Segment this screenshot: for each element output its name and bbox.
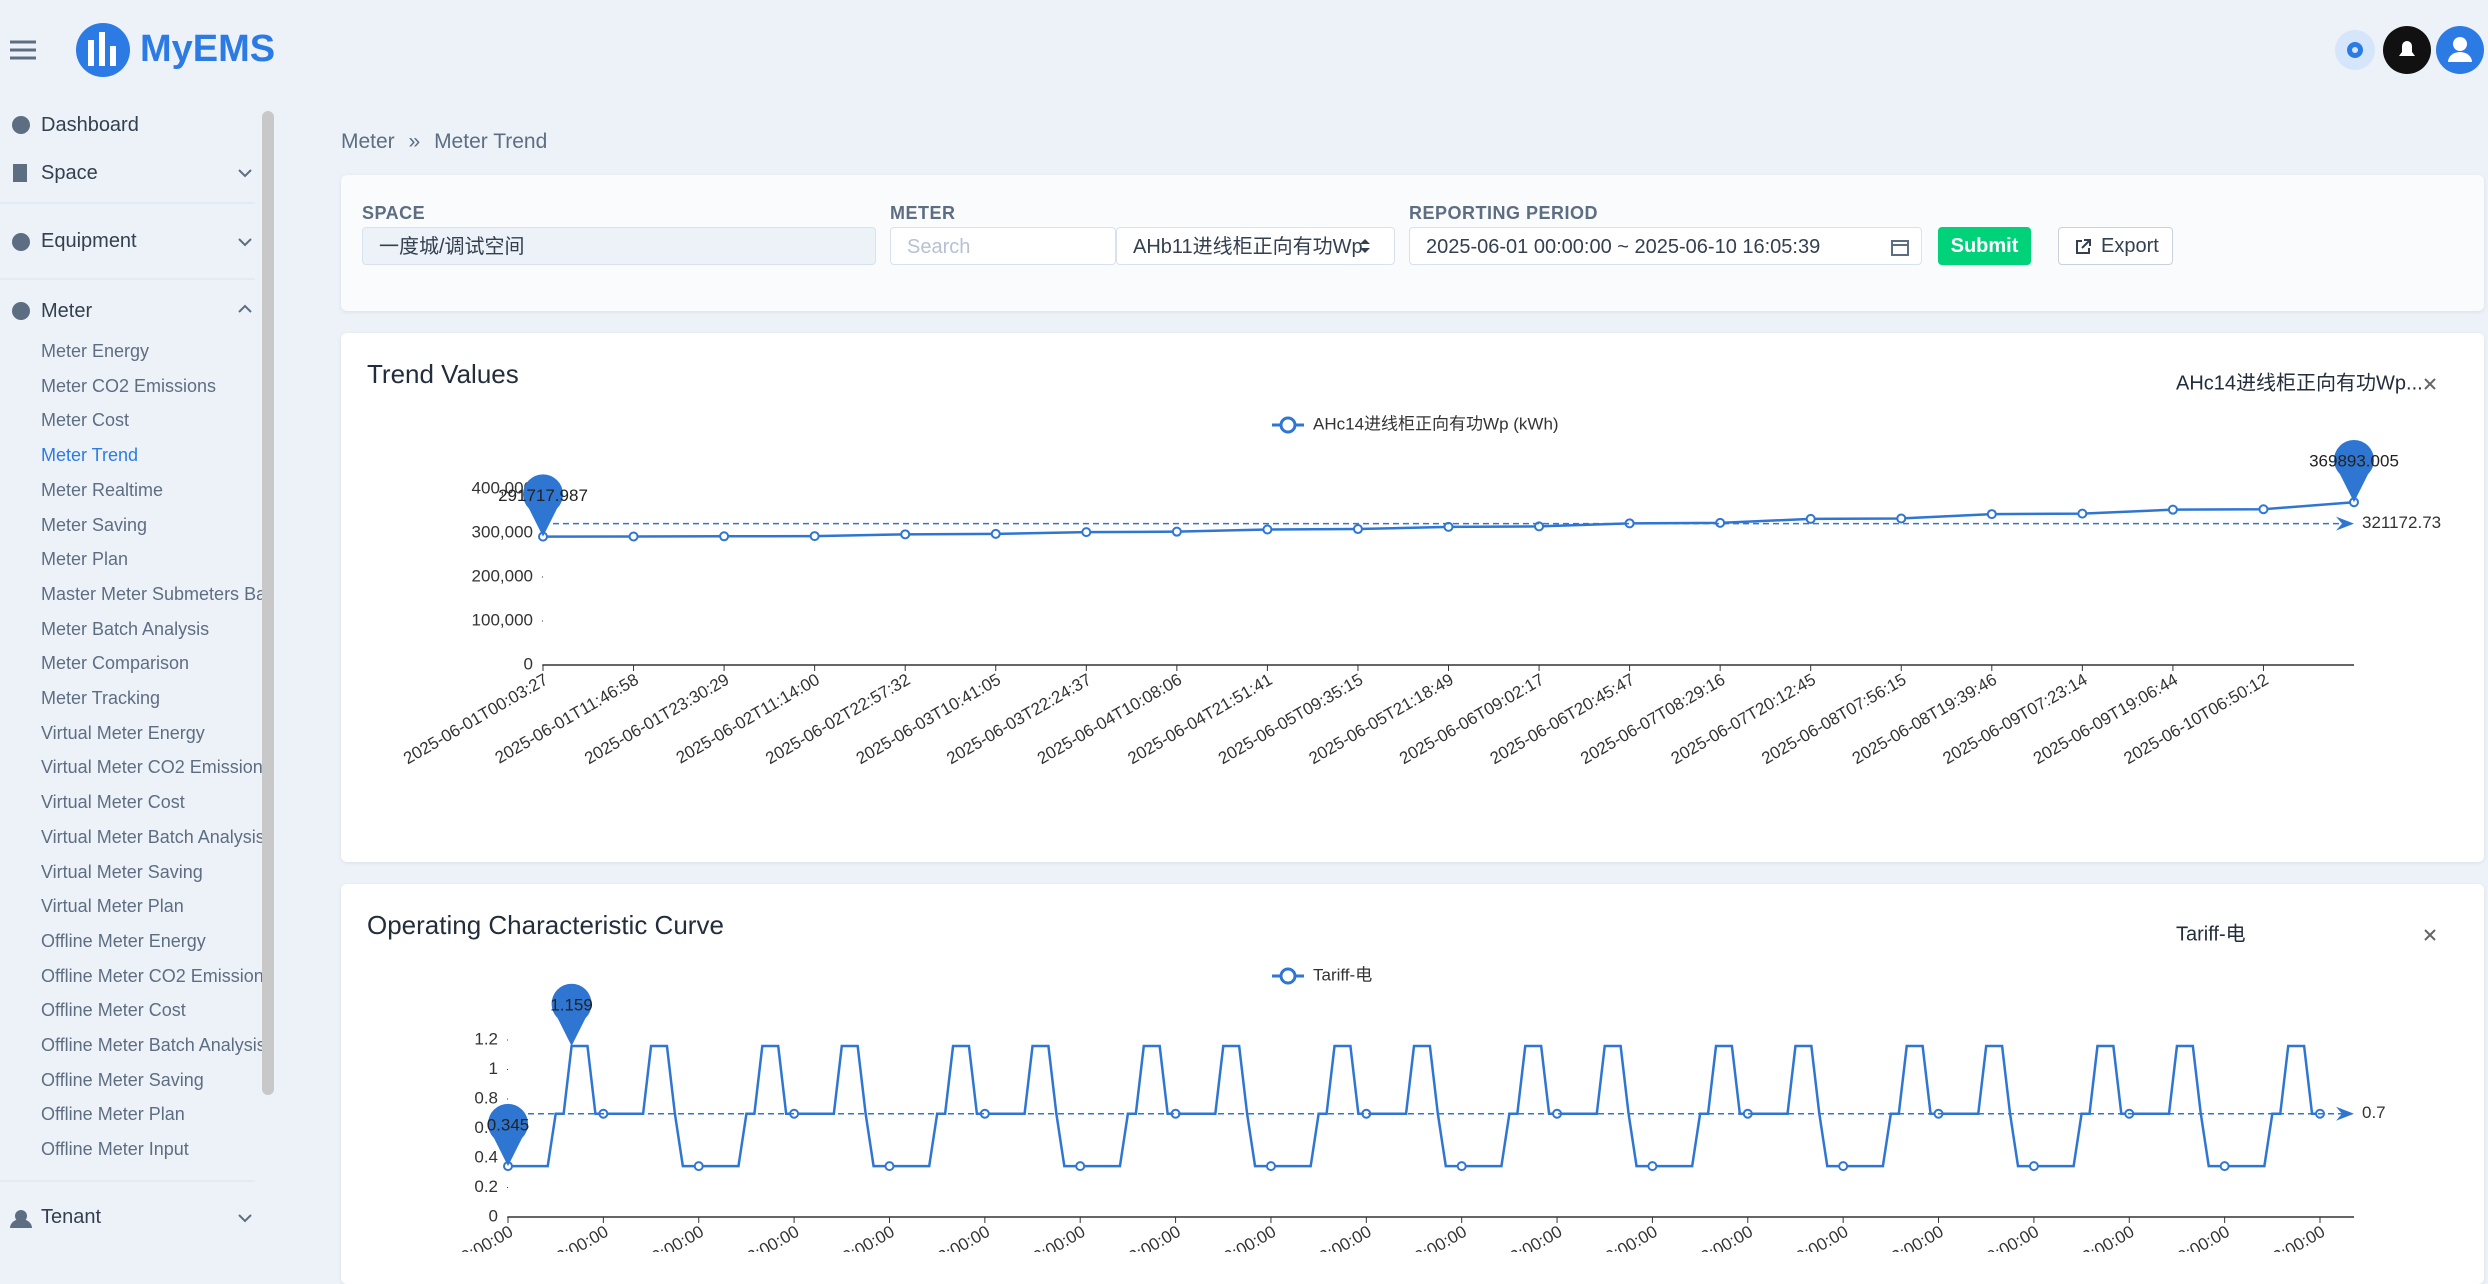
legend-symbol	[1281, 969, 1295, 983]
x-tick-label: 2025-06-01T00:03:27	[400, 670, 551, 768]
legend-label[interactable]: AHc14进线柜正向有功Wp (kWh)	[1313, 414, 1559, 433]
x-tick-label: 12:00:00	[926, 1222, 993, 1252]
y-tick-label: 0.2	[474, 1177, 498, 1196]
x-tick-label: 2025-06-08T07:56:15	[1758, 670, 1909, 768]
x-tick-label: 2025-06-09T19:06:44	[2030, 670, 2181, 768]
x-tick-label: 12:00:00	[1498, 1222, 1565, 1252]
data-point	[1648, 1162, 1656, 1170]
x-tick-label: 12:00:00	[736, 1222, 803, 1252]
data-line	[508, 1046, 2320, 1166]
mark-line-label: 0.7	[2362, 1103, 2386, 1122]
x-tick-label: 12:00:00	[2261, 1222, 2328, 1252]
mark-point-label: 1.159	[550, 996, 593, 1015]
mark-point-label: 291717.987	[498, 486, 588, 505]
data-point	[1082, 528, 1090, 536]
x-tick-label: 2025-06-05T21:18:49	[1306, 670, 1457, 768]
x-tick-label: 2025-06-02T22:57:32	[762, 670, 913, 768]
data-point	[1807, 515, 1815, 523]
mark-line-label: 321172.73	[2362, 513, 2441, 532]
chart-title: Trend Values	[367, 359, 519, 389]
data-point	[2259, 505, 2267, 513]
data-point	[630, 533, 638, 541]
mark-point-label: 0.345	[487, 1116, 530, 1135]
chart-selector[interactable]: Tariff-电	[2176, 922, 2246, 945]
data-point	[1988, 510, 1996, 518]
x-tick-label: 2025-06-06T20:45:47	[1487, 670, 1638, 768]
data-point	[720, 532, 728, 540]
y-tick-label: 200,000	[472, 566, 533, 585]
data-point	[1173, 528, 1181, 536]
x-tick-label: 12:00:00	[1117, 1222, 1184, 1252]
y-tick-label: 0.4	[474, 1147, 498, 1166]
x-tick-label: 00:00:00	[1975, 1222, 2042, 1252]
mark-point	[552, 984, 592, 1046]
x-tick-label: 2025-06-05T09:35:15	[1215, 670, 1366, 768]
y-tick-label: 1.2	[474, 1029, 498, 1048]
x-tick-label: 00:00:00	[1022, 1222, 1089, 1252]
y-tick-label: 100,000	[472, 610, 533, 629]
data-point	[992, 530, 1000, 538]
x-tick-label: 2025-06-02T11:14:00	[673, 670, 823, 768]
data-point	[885, 1162, 893, 1170]
x-tick-label: 2025-06-10T06:50:12	[2121, 670, 2272, 768]
data-point	[1897, 514, 1905, 522]
x-tick-label: 12:00:00	[2071, 1222, 2138, 1252]
page: MyEMS Dashboard Space Equipment Meter Te…	[0, 0, 2488, 1252]
x-tick-label: 2025-06-01T11:46:58	[492, 670, 642, 768]
charts: Trend Values AHc14进线柜正向有功Wp... AHc14进线柜正向有…	[0, 0, 2488, 1252]
y-tick-label: 0.8	[474, 1088, 498, 1107]
chart-selector[interactable]: AHc14进线柜正向有功Wp...	[2176, 371, 2423, 394]
mark-point	[2334, 440, 2374, 502]
data-point	[811, 532, 819, 540]
y-tick-label: 1	[489, 1059, 498, 1078]
mark-point-label: 369893.005	[2309, 452, 2399, 471]
x-tick-label: 2025-06-04T10:08:06	[1034, 670, 1185, 768]
data-point	[2030, 1162, 2038, 1170]
x-tick-label: 00:00:00	[1403, 1222, 1470, 1252]
x-tick-label: 00:00:00	[449, 1222, 516, 1252]
chart-title: Operating Characteristic Curve	[367, 910, 724, 940]
data-point	[1263, 525, 1271, 533]
x-tick-label: 2025-06-03T10:41:05	[853, 670, 1004, 768]
data-point	[1716, 519, 1724, 527]
x-tick-label: 2025-06-07T20:12:45	[1668, 670, 1819, 768]
x-tick-label: 2025-06-01T23:30:29	[581, 670, 732, 768]
data-point	[2169, 506, 2177, 514]
x-tick-label: 2025-06-03T22:24:37	[943, 670, 1094, 768]
close-button[interactable]	[2425, 930, 2435, 940]
data-point	[1354, 525, 1362, 533]
legend-symbol	[1281, 418, 1295, 432]
x-tick-label: 12:00:00	[1880, 1222, 1947, 1252]
x-tick-label: 2025-06-04T21:51:41	[1125, 670, 1276, 768]
data-point	[695, 1162, 703, 1170]
data-point	[1839, 1162, 1847, 1170]
x-tick-label: 00:00:00	[1594, 1222, 1661, 1252]
x-tick-label: 12:00:00	[1308, 1222, 1375, 1252]
y-tick-label: 300,000	[472, 522, 533, 541]
x-tick-label: 00:00:00	[1785, 1222, 1852, 1252]
x-tick-label: 00:00:00	[640, 1222, 707, 1252]
x-tick-label: 00:00:00	[831, 1222, 898, 1252]
y-tick-label: 0	[489, 1206, 498, 1225]
x-tick-label: 00:00:00	[2166, 1222, 2233, 1252]
x-tick-label: 12:00:00	[545, 1222, 612, 1252]
x-tick-label: 2025-06-06T09:02:17	[1396, 670, 1547, 768]
x-tick-label: 2025-06-07T08:29:16	[1577, 670, 1728, 768]
x-tick-label: 2025-06-09T07:23:14	[1939, 670, 2090, 768]
data-point	[2078, 510, 2086, 518]
x-tick-label: 12:00:00	[1689, 1222, 1756, 1252]
data-point	[2221, 1162, 2229, 1170]
data-point	[1076, 1162, 1084, 1170]
data-point	[1267, 1162, 1275, 1170]
x-tick-label: 2025-06-08T19:39:46	[1849, 670, 2000, 768]
legend-label[interactable]: Tariff-电	[1313, 965, 1372, 984]
data-point	[1458, 1162, 1466, 1170]
close-button[interactable]	[2425, 379, 2435, 389]
y-tick-label: 0	[524, 654, 533, 673]
x-tick-label: 00:00:00	[1212, 1222, 1279, 1252]
data-point	[901, 530, 909, 538]
